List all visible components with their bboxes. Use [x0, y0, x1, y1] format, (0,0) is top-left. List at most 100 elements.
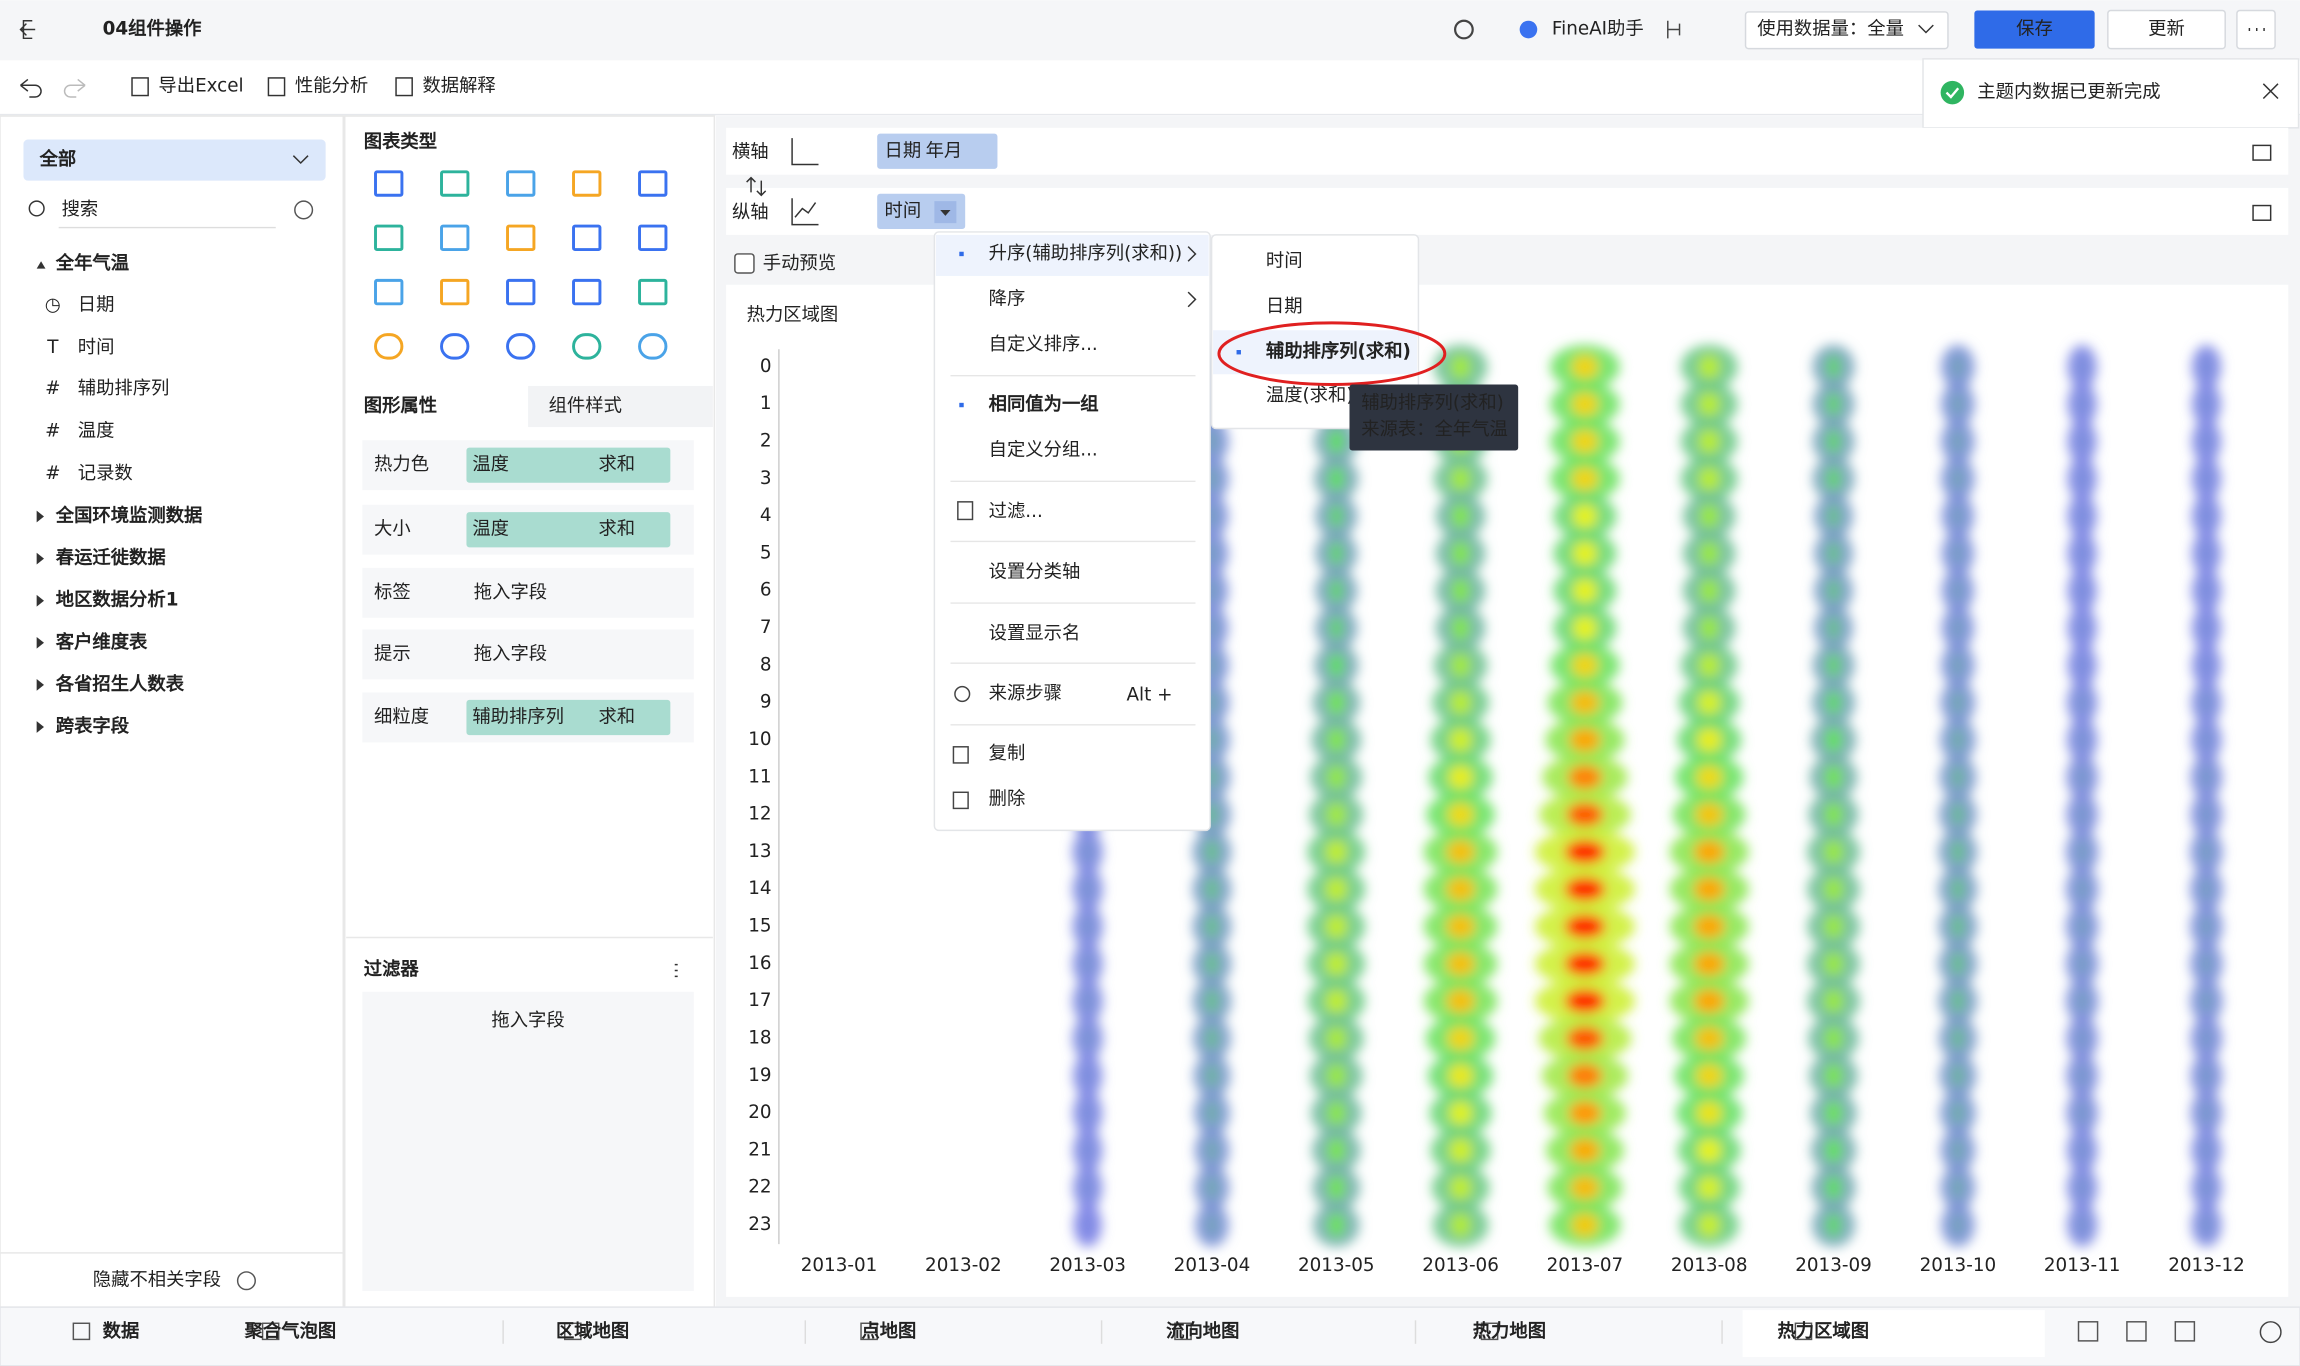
chart-type-icon[interactable] [572, 333, 602, 360]
manual-preview-label[interactable]: 手动预览 [763, 253, 836, 274]
field-pill[interactable] [466, 512, 671, 548]
sheet-tab[interactable]: 点地图 [861, 1320, 916, 1342]
y-axis-icon[interactable] [791, 198, 819, 226]
chart-type-icon[interactable] [440, 224, 470, 252]
field-pill[interactable] [466, 699, 671, 736]
ai-icon[interactable] [1519, 20, 1538, 39]
sheet-tab[interactable]: 数据 [103, 1320, 140, 1342]
y-field-name[interactable]: 时间 [885, 200, 922, 221]
table-selector[interactable] [23, 139, 326, 181]
submenu-item[interactable]: 日期 [1266, 296, 1303, 317]
chart-type-icon[interactable] [440, 278, 470, 306]
sheet-tab[interactable]: 热力区域图 [1777, 1320, 1869, 1342]
field-pill-name[interactable]: 温度 [472, 454, 509, 475]
menu-item[interactable]: 自定义排序... [989, 334, 1098, 355]
search-placeholder[interactable]: 搜索 [62, 199, 99, 220]
share-icon[interactable] [1667, 20, 1681, 39]
sheet-tab[interactable]: 区域地图 [556, 1320, 629, 1342]
chart-type-icon[interactable] [506, 224, 536, 252]
menu-item[interactable]: 设置分类轴 [989, 561, 1081, 582]
chart-type-icon[interactable] [440, 333, 470, 360]
chart-type-icon[interactable] [572, 224, 602, 252]
submenu-item[interactable]: 辅助排序列(求和) [1266, 340, 1411, 362]
chart-type-icon[interactable] [506, 170, 536, 197]
chart-type-icon[interactable] [374, 224, 404, 252]
table-name[interactable]: 客户维度表 [56, 631, 148, 653]
menu-item[interactable]: 过滤... [989, 501, 1043, 522]
search-more[interactable] [294, 200, 314, 220]
table-name[interactable]: 地区数据分析1 [56, 589, 179, 611]
chart-type-icon[interactable] [374, 278, 404, 306]
chart-type-icon[interactable] [572, 170, 602, 197]
chart-type-icon[interactable] [572, 278, 602, 306]
field-pill[interactable] [466, 447, 671, 483]
tab-label[interactable]: 组件样式 [549, 396, 622, 417]
chart-type-icon[interactable] [440, 170, 470, 197]
save-label[interactable]: 保存 [2016, 19, 2053, 40]
hide-fields-toggle[interactable]: 隐藏不相关字段 [93, 1270, 221, 1291]
ai-assistant[interactable]: FineAI助手 [1552, 19, 1644, 40]
chart-type-icon[interactable] [506, 333, 536, 360]
chart-type-icon[interactable] [506, 278, 536, 306]
collapse-icon[interactable] [2259, 1321, 2282, 1344]
menu-item[interactable]: 自定义分组... [989, 440, 1098, 461]
x-axis-icon[interactable] [791, 138, 819, 166]
tab-active[interactable] [1742, 1310, 2045, 1358]
field-item[interactable]: 日期 [78, 294, 115, 315]
refresh-icon[interactable] [1454, 19, 1474, 40]
tab[interactable] [528, 385, 713, 428]
toolbar-item[interactable]: 性能分析 [295, 76, 368, 97]
field-pill-agg[interactable]: 求和 [598, 454, 635, 475]
table-name[interactable]: 全国环境监测数据 [55, 505, 203, 527]
x-field-pill[interactable] [877, 133, 998, 169]
field-item[interactable]: 时间 [78, 337, 115, 358]
add-sheet-icon[interactable] [2174, 1321, 2196, 1342]
manual-preview-checkbox[interactable] [734, 253, 755, 274]
field-item[interactable]: 温度 [78, 420, 115, 441]
selector-label[interactable]: 全部 [39, 148, 77, 170]
menu-item[interactable]: 设置显示名 [989, 623, 1081, 644]
back-icon[interactable] [19, 19, 36, 40]
table-name[interactable]: 春运迁徙数据 [56, 547, 166, 569]
field-pill-agg[interactable]: 求和 [598, 519, 635, 540]
redo-icon[interactable] [63, 78, 86, 98]
chart-type-icon[interactable] [374, 170, 404, 197]
field-item[interactable]: 辅助排序列 [78, 378, 170, 399]
field-pill-name[interactable]: 温度 [472, 519, 509, 540]
update-label[interactable]: 更新 [2148, 19, 2185, 40]
toast-close[interactable] [2262, 83, 2279, 99]
undo-icon[interactable] [20, 78, 42, 98]
table-name[interactable]: 跨表字段 [56, 715, 130, 737]
menu-item[interactable]: 相同值为一组 [989, 393, 1099, 415]
update-button[interactable] [2107, 9, 2226, 50]
chart-type-icon[interactable] [638, 333, 668, 360]
sheet-tab[interactable]: 聚合气泡图 [244, 1320, 337, 1342]
tab-active[interactable] [346, 385, 529, 428]
chart-type-icon[interactable] [638, 278, 668, 306]
toolbar-item[interactable]: 导出Excel [158, 76, 243, 97]
table-name[interactable]: 全年气温 [55, 252, 129, 274]
save-button[interactable] [1974, 10, 2095, 49]
menu-item[interactable]: 复制 [989, 743, 1026, 764]
tab-label[interactable]: 图形属性 [364, 395, 437, 417]
data-volume-select[interactable] [1744, 11, 1949, 50]
x-field-name[interactable]: 日期 [885, 140, 922, 161]
chart-type-icon[interactable] [638, 170, 668, 197]
sheet-tab[interactable]: 热力地图 [1473, 1320, 1546, 1342]
menu-item[interactable]: 删除 [989, 789, 1026, 810]
menu-item[interactable]: 来源步骤 [989, 683, 1062, 704]
chart-type-icon[interactable] [374, 333, 404, 360]
sort-icon[interactable] [746, 176, 767, 197]
submenu-item[interactable]: 时间 [1266, 250, 1303, 271]
x-field-sub[interactable]: 年月 [926, 140, 963, 161]
field-item[interactable]: 记录数 [78, 463, 133, 484]
field-pill-agg[interactable]: 求和 [598, 706, 635, 727]
add-sheet-icon[interactable] [2077, 1321, 2099, 1342]
add-sheet-icon[interactable] [2126, 1321, 2147, 1342]
toolbar-item[interactable]: 数据解释 [422, 76, 495, 97]
menu-item[interactable]: 降序 [989, 288, 1026, 309]
table-name[interactable]: 各省招生人数表 [55, 673, 185, 695]
chart-type-icon[interactable] [638, 224, 668, 252]
submenu-item[interactable]: 温度(求和) [1266, 385, 1354, 406]
sheet-tab[interactable]: 流向地图 [1166, 1320, 1239, 1342]
